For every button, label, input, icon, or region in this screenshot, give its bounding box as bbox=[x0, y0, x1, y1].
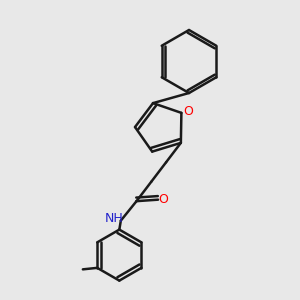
Text: NH: NH bbox=[105, 212, 124, 225]
Text: O: O bbox=[183, 105, 193, 118]
Text: O: O bbox=[159, 193, 168, 206]
